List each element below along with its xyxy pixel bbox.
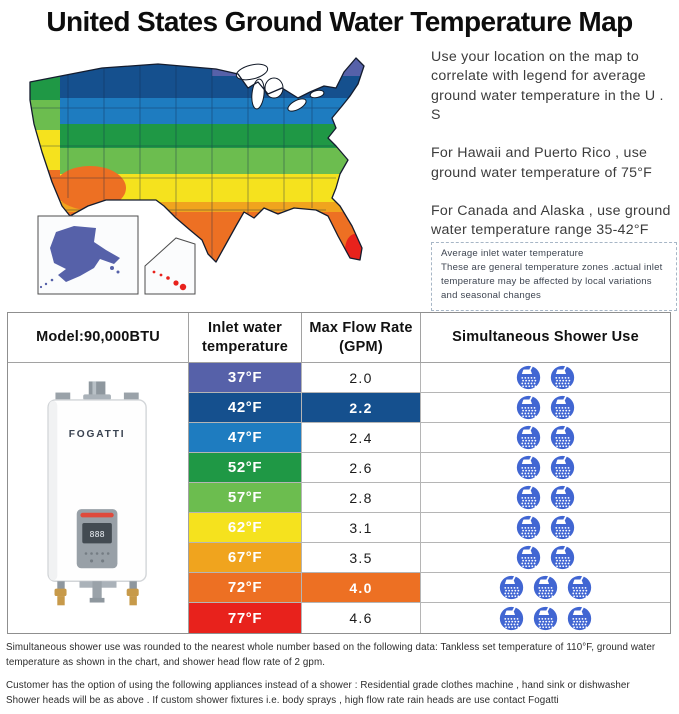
shower-use-cell [421,543,670,572]
shower-use-header-cell: Simultaneous Shower Use [421,313,670,363]
inlet-temp-cell: 57°F [189,483,302,512]
flow-rate-cell: 2.4 [302,423,421,452]
shower-icon [550,515,575,540]
flow-rate-cell: 3.1 [302,513,421,542]
shower-icon [516,395,541,420]
shower-use-cell [421,453,670,482]
shower-icon [516,455,541,480]
shower-icon [499,605,524,630]
shower-icon [516,425,541,450]
flow-rate-cell: 4.0 [302,573,421,602]
footer-note-3: Shower heads will be as above . If custo… [6,695,559,707]
inlet-temp-cell: 47°F [189,423,302,452]
shower-icon [516,365,541,390]
inlet-temp-cell: 42°F [189,393,302,422]
table-header: Model:90,000BTU Inlet water temperature … [8,313,670,363]
inlet-temp-cell: 77°F [189,603,302,633]
shower-use-cell [421,483,670,512]
shower-icon [533,605,558,630]
alaska-inset [37,215,139,295]
flow-rate-cell: 3.5 [302,543,421,572]
flow-rate-cell: 2.2 [302,393,421,422]
top-section: Use your location on the map to correlat… [0,38,679,311]
table-row: 52°F 2.6 [189,453,670,483]
shower-icon [516,485,541,510]
map-instructions: Use your location on the map to correlat… [431,48,675,260]
inlet-temp-cell: 67°F [189,543,302,572]
shower-icon [550,425,575,450]
inlet-temp-header-cell: Inlet water temperature [189,313,302,363]
shower-icon [550,545,575,570]
footer-note-2: Customer has the option of using the fol… [6,680,630,692]
brand-logo: FOGATTI [69,429,126,440]
note-title: Average inlet water temperature [441,248,584,259]
inlet-temp-cell: 37°F [189,363,302,392]
state-borders [30,64,346,260]
alaska-shape [50,226,120,282]
table-body-rows: 37°F 2.0 42°F 2.2 47°F 2.4 52°F 2.6 57°F 2.8 62°F 3… [189,363,670,633]
us-ground-water-map [29,57,365,295]
page-title: United States Ground Water Temperature M… [46,6,633,37]
shower-icon [516,515,541,540]
table-row: 77°F 4.6 [189,603,670,633]
shower-icon [550,365,575,390]
shower-icon [567,575,592,600]
instruction-paragraph: For Hawaii and Puerto Rico , use ground … [431,145,653,181]
flow-rate-cell: 2.8 [302,483,421,512]
flow-rate-cell: 2.0 [302,363,421,392]
shower-use-cell [421,423,670,452]
table-row: 67°F 3.5 [189,543,670,573]
note-body: These are general temperature zones .act… [441,262,663,301]
shower-icon [550,395,575,420]
product-image-cell: FOGATTI 888 [8,363,189,633]
water-heater-image: FOGATTI 888 [47,381,147,606]
table-row: 42°F 2.2 [189,393,670,423]
instruction-paragraph: For Canada and Alaska , use ground water… [431,202,671,239]
shower-use-cell [421,573,670,602]
model-header-cell: Model:90,000BTU [8,313,189,363]
inlet-temp-cell: 52°F [189,453,302,482]
shower-icon [550,485,575,510]
shower-icon [499,575,524,600]
shower-icon [516,545,541,570]
table-row: 62°F 3.1 [189,513,670,543]
inlet-temp-cell: 62°F [189,513,302,542]
inlet-temp-cell: 72°F [189,573,302,602]
flow-rate-cell: 4.6 [302,603,421,633]
flow-rate-cell: 2.6 [302,453,421,482]
footer-notes: Simultaneous shower use was rounded to t… [6,641,674,709]
note-box: Average inlet water temperature These ar… [431,242,677,311]
temperature-display [82,522,112,544]
control-panel: 888 [76,509,118,569]
mounting-bracket [123,392,139,402]
shower-use-cell [421,603,670,633]
table-row: 47°F 2.4 [189,423,670,453]
shower-icon [567,605,592,630]
flow-rate-header-cell: Max Flow Rate (GPM) [302,313,421,363]
status-strip [80,512,114,518]
vent-pipe [88,381,106,397]
mounting-bracket [55,392,71,402]
instruction-paragraph: Use your location on the map to correlat… [431,49,664,123]
table-row: 72°F 4.0 [189,573,670,603]
hawaii-inset [144,237,196,295]
shower-icon [550,455,575,480]
table-row: 57°F 2.8 [189,483,670,513]
shower-use-cell [421,363,670,392]
water-connections [54,581,139,606]
spec-table: Model:90,000BTU Inlet water temperature … [7,312,671,634]
footer-note-1: Simultaneous shower use was rounded to t… [6,642,656,668]
us-outline [29,57,365,263]
table-row: 37°F 2.0 [189,363,670,393]
shower-use-cell [421,513,670,542]
shower-icon [533,575,558,600]
svg-text:888: 888 [90,529,105,539]
shower-use-cell [421,393,670,422]
